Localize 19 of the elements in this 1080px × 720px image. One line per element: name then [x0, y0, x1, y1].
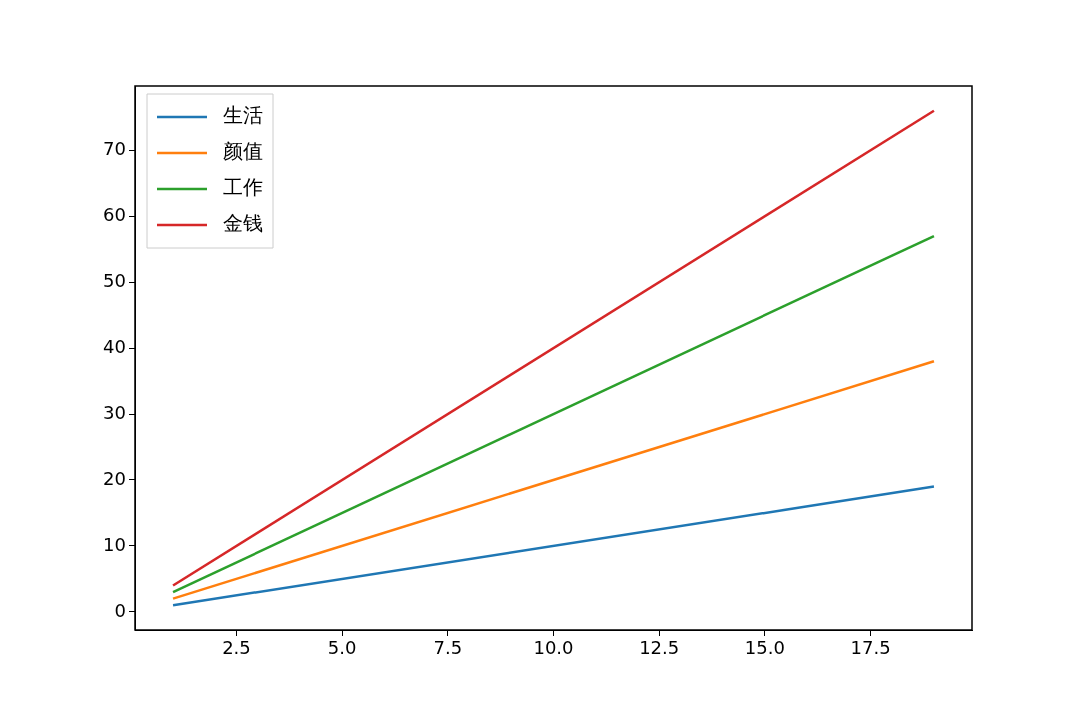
x-tick-label: 10.0 — [533, 637, 574, 659]
legend-label: 生活 — [223, 103, 263, 128]
y-tick-label: 0 — [114, 599, 126, 621]
x-tick-label: 5.0 — [327, 637, 357, 659]
y-tick-label: 50 — [103, 269, 126, 291]
x-tick-label: 2.5 — [222, 637, 251, 659]
y-tick-label: 30 — [103, 401, 126, 423]
legend-label: 工作 — [223, 175, 263, 200]
legend-label: 颜值 — [223, 139, 263, 164]
x-tick-label: 17.5 — [850, 637, 891, 659]
x-tick-label: 12.5 — [639, 637, 680, 659]
y-tick-label: 20 — [103, 467, 126, 489]
x-tick-label: 7.5 — [433, 637, 463, 659]
y-tick-label: 40 — [103, 335, 126, 357]
y-tick-label: 10 — [103, 533, 126, 555]
legend-label: 金钱 — [223, 211, 263, 236]
x-tick-label: 15.0 — [744, 637, 785, 659]
y-tick-label: 70 — [103, 137, 126, 159]
y-tick-label: 60 — [103, 203, 126, 225]
